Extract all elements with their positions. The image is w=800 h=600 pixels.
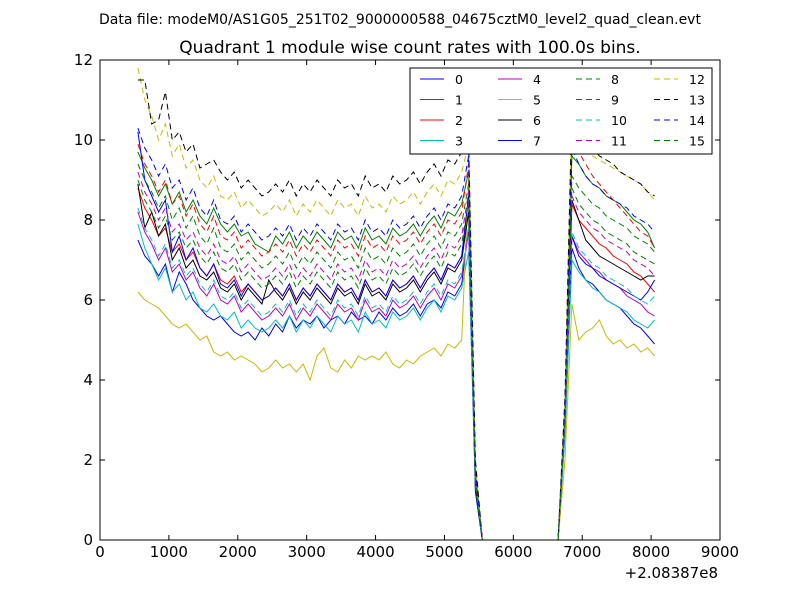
legend-label-7: 7 bbox=[533, 134, 541, 149]
legend-label-13: 13 bbox=[689, 93, 705, 108]
y-tick-label: 6 bbox=[83, 291, 93, 309]
x-tick-label: 1000 bbox=[150, 543, 188, 561]
series-line-13 bbox=[137, 79, 655, 541]
figure-suptitle: Data file: modeM0/AS1G05_251T02_90000005… bbox=[99, 12, 701, 28]
x-tick-label: 9000 bbox=[701, 543, 739, 561]
axis-ticks: 0 1000 2000 3000 4000 5000 6000 7000 8000 9000 0 2 4… bbox=[74, 51, 739, 561]
legend-label-3: 3 bbox=[455, 134, 463, 149]
legend-label-10: 10 bbox=[611, 113, 627, 128]
legend-label-0: 0 bbox=[455, 72, 463, 87]
series-line-5 bbox=[137, 179, 655, 541]
legend-label-11: 11 bbox=[611, 134, 627, 149]
legend-label-2: 2 bbox=[455, 113, 463, 128]
series-line-10 bbox=[137, 207, 655, 541]
legend-label-5: 5 bbox=[533, 93, 541, 108]
series-line-14 bbox=[137, 127, 655, 541]
x-tick-label: 7000 bbox=[563, 543, 601, 561]
series-layer bbox=[137, 67, 656, 541]
y-tick-label: 0 bbox=[83, 531, 93, 549]
x-tick-label: 2000 bbox=[219, 543, 257, 561]
x-tick-label: 3000 bbox=[288, 543, 326, 561]
legend-label-1: 1 bbox=[455, 93, 463, 108]
y-tick-label: 10 bbox=[74, 131, 93, 149]
legend-label-15: 15 bbox=[689, 134, 705, 149]
x-tick-label: 8000 bbox=[632, 543, 670, 561]
series-line-11 bbox=[137, 171, 655, 541]
legend-label-9: 9 bbox=[611, 93, 619, 108]
series-line-3 bbox=[137, 223, 655, 541]
x-tick-label: 0 bbox=[95, 543, 105, 561]
legend-box bbox=[409, 67, 713, 155]
legend-label-14: 14 bbox=[689, 113, 705, 128]
y-tick-label: 2 bbox=[83, 451, 93, 469]
legend-label-8: 8 bbox=[611, 72, 619, 87]
x-offset-label: +2.08387e8 bbox=[625, 564, 718, 582]
x-tick-label: 6000 bbox=[494, 543, 532, 561]
series-line-9 bbox=[137, 131, 656, 541]
series-line-12 bbox=[137, 67, 655, 541]
legend-label-4: 4 bbox=[533, 72, 541, 87]
chart-title: Quadrant 1 module wise count rates with … bbox=[179, 38, 640, 58]
y-tick-label: 12 bbox=[74, 51, 93, 69]
x-tick-label: 5000 bbox=[425, 543, 463, 561]
y-tick-label: 4 bbox=[83, 371, 93, 389]
y-tick-label: 8 bbox=[83, 211, 93, 229]
x-tick-label: 4000 bbox=[356, 543, 394, 561]
legend-label-6: 6 bbox=[533, 113, 541, 128]
legend-label-12: 12 bbox=[689, 72, 705, 87]
series-line-15 bbox=[137, 179, 655, 541]
